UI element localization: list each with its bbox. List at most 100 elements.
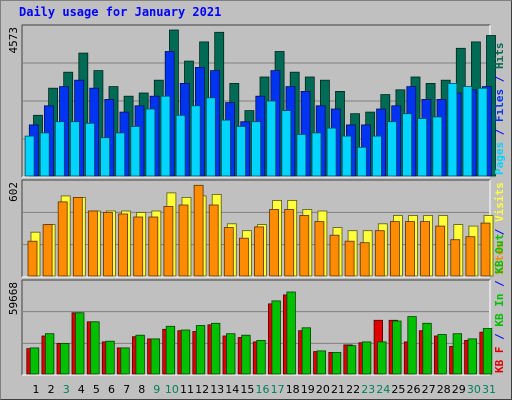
bar-pages-day-25 [387, 121, 397, 177]
x-tick-day-23: 23 [361, 383, 375, 396]
bar-pages-day-18 [281, 110, 292, 177]
bar-sites-day-15 [238, 237, 249, 277]
legend-item: / [493, 122, 506, 142]
legend-kb-in-out: KB F / KB In / KB Out [493, 234, 506, 373]
bar-pages-day-12 [190, 105, 201, 177]
bar-sites-day-6 [103, 212, 113, 277]
bar-pages-day-30 [462, 86, 473, 177]
legend-item: KB F [493, 347, 506, 374]
bar-kb-in-day-5 [90, 321, 100, 375]
bar-pages-day-8 [130, 126, 141, 177]
legend-item: KB Out [493, 234, 506, 274]
x-tick-day-3: 3 [63, 383, 70, 396]
bar-sites-day-27 [420, 221, 431, 277]
bar-kb-in-day-23 [361, 341, 372, 375]
bar-kb-in-day-18 [286, 291, 296, 375]
x-tick-day-19: 19 [301, 383, 315, 396]
bar-kb-in-day-6 [105, 340, 115, 375]
chart-title: Daily usage for January 2021 [19, 5, 222, 19]
y-max-label-kb-in-out: 59668 [7, 282, 20, 315]
bar-sites-day-23 [359, 242, 370, 277]
x-tick-day-8: 8 [138, 383, 145, 396]
bar-kb-in-day-3 [60, 342, 70, 375]
legend-item: Pages [493, 142, 506, 175]
bar-kb-in-day-9 [150, 338, 161, 375]
bar-kb-in-day-4 [75, 312, 85, 375]
x-tick-day-15: 15 [240, 383, 254, 396]
legend-item: Visits [493, 182, 506, 222]
x-tick-day-6: 6 [108, 383, 115, 396]
bar-kb-in-day-1 [29, 347, 40, 375]
bar-sites-day-24 [374, 230, 385, 277]
x-tick-day-27: 27 [422, 383, 436, 396]
bar-sites-day-2 [42, 224, 53, 277]
bar-kb-in-day-22 [346, 345, 357, 375]
bar-pages-day-24 [371, 135, 382, 177]
x-tick-day-31: 31 [482, 383, 496, 396]
bar-sites-day-13 [208, 204, 219, 277]
y-max-label-hits-files-pages: 4573 [7, 27, 20, 54]
bar-pages-day-27 [417, 118, 428, 177]
bar-pages-day-7 [115, 132, 126, 177]
legend-item: / [493, 69, 506, 89]
x-tick-day-13: 13 [210, 383, 224, 396]
legend-item: Sites [493, 242, 506, 275]
bar-sites-day-9 [148, 216, 159, 277]
bar-pages-day-10 [160, 95, 171, 177]
bar-kb-in-day-29 [452, 333, 463, 375]
bar-sites-day-20 [314, 221, 325, 277]
bar-kb-in-day-15 [241, 334, 251, 375]
bar-sites-day-21 [329, 234, 340, 277]
bar-pages-day-31 [477, 87, 488, 177]
bar-kb-in-day-11 [180, 329, 191, 375]
bar-sites-day-26 [405, 221, 415, 277]
x-tick-day-16: 16 [256, 383, 270, 396]
bar-pages-day-22 [341, 135, 352, 177]
x-tick-day-30: 30 [467, 383, 481, 396]
legend-hits-files-pages: Pages / Files / Hits [493, 43, 506, 176]
x-tick-day-5: 5 [93, 383, 100, 396]
bar-kb-in-day-16 [256, 339, 266, 375]
bar-kb-in-day-25 [392, 320, 402, 375]
x-tick-day-2: 2 [48, 383, 55, 396]
bar-sites-day-12 [193, 184, 204, 277]
bar-sites-day-19 [299, 215, 310, 277]
x-tick-day-18: 18 [286, 383, 300, 396]
bar-pages-day-15 [236, 126, 246, 177]
x-tick-day-9: 9 [153, 383, 160, 396]
bar-sites-day-7 [118, 213, 128, 277]
bar-pages-day-14 [220, 119, 231, 177]
x-tick-day-4: 4 [78, 383, 85, 396]
bar-kb-in-day-19 [301, 327, 312, 375]
x-tick-day-22: 22 [346, 383, 360, 396]
legend-item: KB In [493, 294, 506, 327]
bar-sites-day-25 [389, 221, 400, 277]
legend-item: / [493, 222, 506, 242]
x-tick-day-25: 25 [391, 383, 405, 396]
x-tick-day-12: 12 [195, 383, 209, 396]
bar-sites-day-8 [133, 216, 144, 277]
bar-pages-day-2 [39, 132, 50, 177]
bar-sites-day-14 [223, 227, 234, 277]
bar-pages-day-3 [54, 121, 65, 177]
bar-kb-in-day-27 [422, 322, 432, 375]
bar-sites-day-29 [450, 239, 461, 277]
x-tick-day-29: 29 [452, 383, 466, 396]
bar-pages-day-9 [145, 108, 156, 177]
bar-kb-in-day-30 [467, 338, 478, 375]
bar-pages-day-6 [100, 137, 110, 177]
legend-item: Hits [493, 43, 506, 70]
bar-kb-in-day-20 [316, 350, 327, 375]
bar-sites-day-18 [284, 209, 295, 277]
bar-pages-day-1 [24, 135, 35, 177]
bar-kb-in-day-12 [195, 325, 206, 375]
x-tick-day-10: 10 [165, 383, 179, 396]
bar-kb-in-day-24 [377, 341, 387, 375]
legend-visits-sites: Sites / Visits [493, 182, 506, 275]
x-tick-day-17: 17 [271, 383, 285, 396]
bar-sites-day-17 [269, 209, 280, 277]
bar-sites-day-16 [254, 226, 264, 277]
bar-pages-day-4 [70, 121, 80, 177]
bar-sites-day-22 [344, 240, 355, 277]
bar-kb-in-day-2 [45, 333, 55, 375]
